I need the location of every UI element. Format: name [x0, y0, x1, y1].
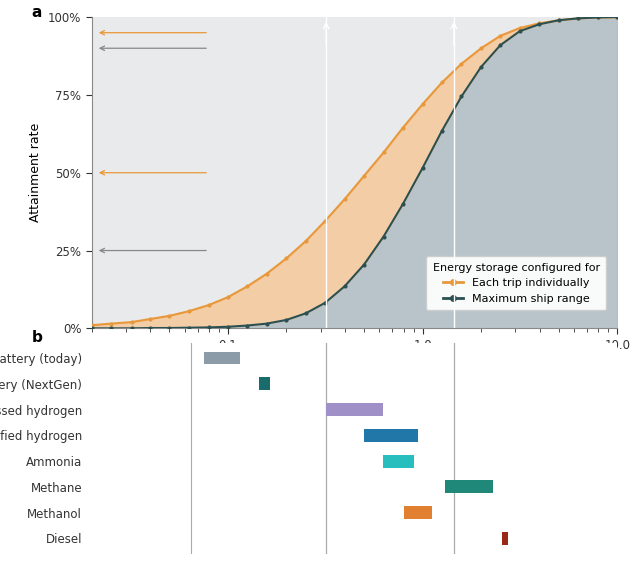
Bar [364, 429, 418, 442]
Bar [260, 377, 270, 390]
Bar [404, 506, 432, 519]
Bar [445, 480, 493, 493]
X-axis label: Propulsion energy per energy storage mass (kWh kg⁻¹): Propulsion energy per energy storage mas… [191, 357, 518, 371]
Bar [204, 352, 240, 364]
Bar [384, 455, 413, 468]
Bar [501, 532, 508, 545]
Text: b: b [32, 330, 42, 345]
Bar [326, 403, 384, 416]
Legend: Each trip individually, Maximum ship range: Each trip individually, Maximum ship ran… [426, 256, 606, 310]
Y-axis label: Attainment rate: Attainment rate [30, 123, 42, 222]
Text: a: a [32, 5, 42, 19]
